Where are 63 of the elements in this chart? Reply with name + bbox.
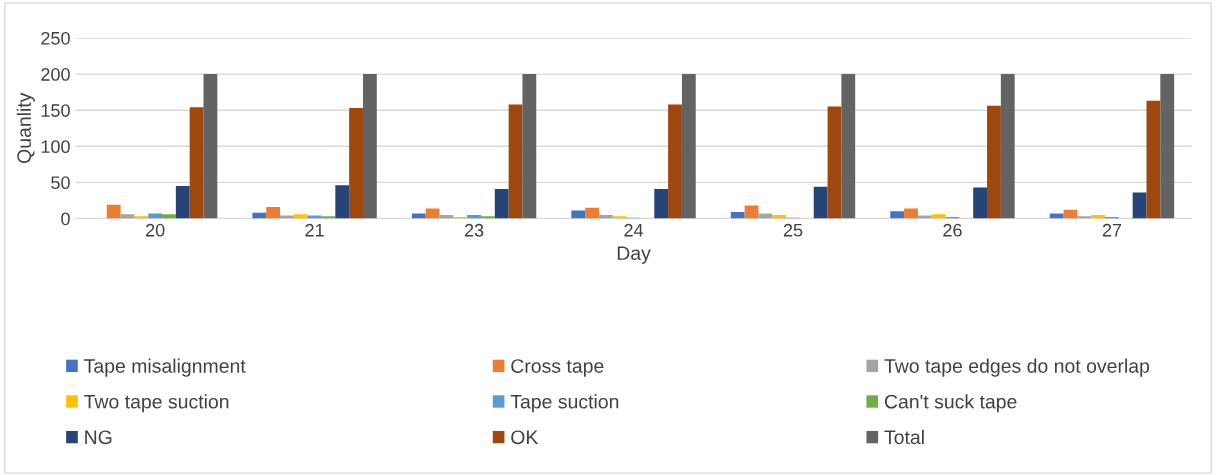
bar bbox=[1077, 216, 1092, 219]
y-tick-label: 50 bbox=[51, 176, 70, 190]
bar bbox=[175, 186, 190, 219]
x-tick-label: 24 bbox=[624, 223, 644, 237]
y-tick-label: 100 bbox=[41, 140, 70, 154]
bar bbox=[931, 214, 946, 219]
bar bbox=[668, 104, 682, 219]
x-tick-label: 20 bbox=[145, 223, 165, 237]
bar bbox=[162, 214, 176, 219]
legend-label: OK bbox=[511, 430, 539, 445]
bar bbox=[585, 207, 599, 219]
x-tick-label: 21 bbox=[305, 223, 324, 237]
legend-label: NG bbox=[85, 430, 112, 445]
bar bbox=[106, 204, 121, 219]
bar bbox=[411, 213, 426, 219]
bar bbox=[813, 186, 828, 219]
legend-label: Total bbox=[884, 429, 924, 445]
bar bbox=[335, 185, 350, 219]
legend-label: Tape suction bbox=[510, 394, 619, 413]
bar bbox=[349, 108, 363, 219]
y-axis-title: Quanlity bbox=[16, 92, 35, 163]
bar bbox=[612, 216, 627, 219]
y-tick-label: 200 bbox=[41, 68, 70, 81]
bar bbox=[890, 211, 905, 219]
y-tick-label: 0 bbox=[61, 212, 70, 226]
bar bbox=[904, 208, 918, 219]
legend-label: Can't suck tape bbox=[884, 394, 1017, 413]
x-tick-label: 25 bbox=[783, 223, 803, 237]
bar bbox=[203, 74, 218, 219]
bar bbox=[522, 74, 537, 219]
bar bbox=[494, 188, 509, 219]
bar bbox=[134, 216, 149, 219]
x-tick-label: 26 bbox=[943, 223, 962, 237]
y-tick-label: 250 bbox=[41, 31, 70, 45]
bar bbox=[987, 105, 1001, 219]
bar bbox=[841, 74, 856, 219]
bar bbox=[362, 74, 377, 219]
bar bbox=[189, 107, 204, 219]
x-tick-label: 23 bbox=[464, 223, 484, 237]
bar bbox=[1132, 192, 1147, 219]
x-tick-label: 27 bbox=[1102, 223, 1122, 237]
legend-label: Two tape suction bbox=[84, 394, 229, 413]
y-tick-label: 150 bbox=[41, 104, 70, 117]
bar bbox=[425, 208, 440, 219]
bar bbox=[730, 212, 745, 219]
bar bbox=[480, 216, 495, 219]
bar bbox=[1049, 213, 1064, 219]
bar bbox=[654, 188, 669, 219]
bar bbox=[681, 74, 696, 219]
legend-label: Two tape edges do not overlap bbox=[884, 358, 1150, 377]
x-axis-title: Day bbox=[617, 246, 651, 264]
bar bbox=[266, 206, 281, 219]
bar bbox=[148, 213, 163, 219]
legend-label: Cross tape bbox=[511, 359, 604, 377]
bar bbox=[758, 213, 773, 219]
bar bbox=[1160, 74, 1175, 219]
bar bbox=[1000, 74, 1015, 219]
bar bbox=[1146, 100, 1161, 219]
bar bbox=[508, 104, 523, 219]
legend-label: Tape misalignment bbox=[84, 358, 246, 377]
bar bbox=[293, 214, 308, 219]
bar bbox=[827, 106, 842, 219]
bar bbox=[973, 187, 988, 219]
